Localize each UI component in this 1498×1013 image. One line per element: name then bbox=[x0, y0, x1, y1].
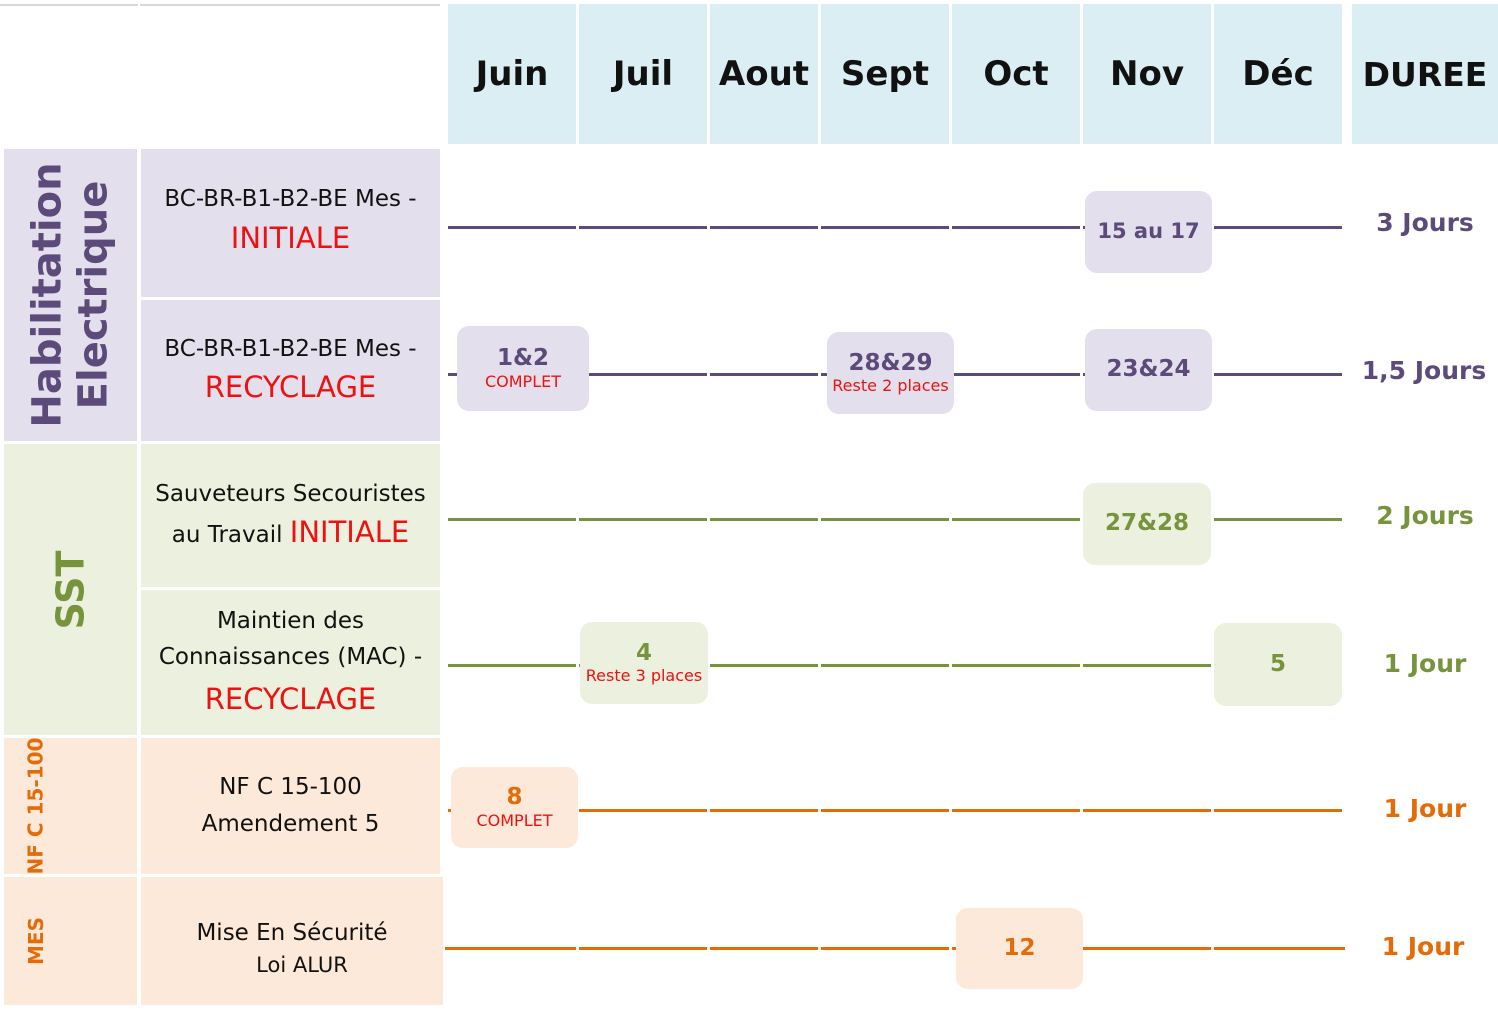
course-label-highlight: INITIALE bbox=[230, 220, 351, 255]
month-header-nov: Nov bbox=[1083, 4, 1211, 144]
session-box: 8 COMPLET bbox=[451, 767, 578, 848]
session-date: 5 bbox=[1269, 650, 1286, 677]
header-corner-left bbox=[0, 4, 138, 144]
session-note: COMPLET bbox=[476, 810, 553, 830]
session-date: 28&29 bbox=[848, 349, 933, 376]
month-header-juin: Juin bbox=[448, 4, 576, 144]
timeline-line bbox=[448, 518, 1342, 521]
category-label: SST bbox=[48, 550, 93, 629]
timeline-line bbox=[448, 226, 1342, 229]
duration-value: 2 Jours bbox=[1376, 500, 1474, 530]
course-label-line: BC-BR-B1-B2-BE Mes - bbox=[164, 335, 417, 362]
duration-header: DUREE bbox=[1352, 4, 1498, 144]
course-label-line: NF C 15-100 bbox=[219, 774, 362, 801]
course-label-line: Connaissances (MAC) - bbox=[158, 644, 423, 671]
header-corner-right bbox=[140, 4, 440, 144]
course-label-sst-initiale: Sauveteurs Secouristes au Travail INITIA… bbox=[141, 444, 440, 587]
session-box: 5 bbox=[1214, 623, 1342, 706]
course-label-nfc15100: NF C 15-100 Amendement 5 bbox=[141, 738, 440, 874]
session-box: 27&28 bbox=[1083, 483, 1211, 565]
session-box: 28&29 Reste 2 places bbox=[827, 332, 954, 414]
category-sst: SST bbox=[4, 444, 137, 735]
month-header-aout: Aout bbox=[710, 4, 818, 144]
session-date: 27&28 bbox=[1104, 510, 1190, 537]
course-label-line: Maintien des bbox=[216, 607, 365, 634]
course-label-mes: Mise En Sécurité Loi ALUR bbox=[141, 877, 443, 1005]
course-label-line: Amendement 5 bbox=[201, 811, 380, 837]
duration-value: 1 Jour bbox=[1381, 931, 1465, 961]
session-note: Reste 3 places bbox=[585, 666, 703, 686]
timeline-line bbox=[448, 664, 1342, 667]
column-separator bbox=[818, 144, 821, 1006]
column-separator bbox=[1211, 144, 1214, 1006]
column-separator bbox=[1080, 144, 1083, 1006]
timeline-line bbox=[448, 809, 1342, 812]
course-label-highlight: RECYCLAGE bbox=[204, 370, 377, 404]
session-date: 4 bbox=[635, 639, 652, 666]
timeline-line bbox=[445, 947, 1345, 950]
session-date: 1&2 bbox=[496, 345, 550, 372]
column-separator bbox=[576, 144, 579, 1006]
month-header-sept: Sept bbox=[821, 4, 949, 144]
course-label-sst-recyclage: Maintien des Connaissances (MAC) - RECYC… bbox=[141, 590, 440, 735]
duration-value: 1,5 Jours bbox=[1361, 355, 1487, 385]
category-habilitation-electrique: Habilitation Electrique bbox=[4, 149, 137, 441]
column-separator bbox=[707, 144, 710, 1006]
course-label-line: Mise En Sécurité bbox=[196, 920, 388, 947]
course-label-line: BC-BR-B1-B2-BE Mes - bbox=[164, 186, 417, 212]
duration-value: 1 Jour bbox=[1383, 793, 1467, 823]
session-box: 1&2 COMPLET bbox=[457, 326, 589, 411]
session-note: Reste 2 places bbox=[832, 376, 949, 396]
session-date: 8 bbox=[506, 784, 523, 811]
session-note: COMPLET bbox=[484, 371, 561, 391]
category-nfc15100: NF C 15-100 bbox=[4, 738, 137, 874]
month-header-juil: Juil bbox=[579, 4, 707, 144]
session-date: 23&24 bbox=[1106, 356, 1191, 383]
category-label: MES bbox=[23, 917, 48, 965]
category-label-line: Electrique bbox=[70, 180, 117, 410]
course-label-line: Sauveteurs Secouristes bbox=[155, 480, 426, 507]
course-label-habilitation-initiale: BC-BR-B1-B2-BE Mes - INITIALE bbox=[141, 149, 440, 297]
column-separator bbox=[949, 144, 952, 1006]
course-label-line: Loi ALUR bbox=[256, 953, 348, 978]
duration-value: 1 Jour bbox=[1383, 648, 1467, 678]
month-header-dec: Déc bbox=[1214, 4, 1342, 144]
category-label-line: Habilitation bbox=[24, 162, 71, 428]
category-mes: MES bbox=[4, 877, 137, 1005]
course-label-highlight: INITIALE bbox=[289, 515, 410, 549]
session-box: 15 au 17 bbox=[1085, 191, 1212, 273]
duration-value: 3 Jours bbox=[1376, 207, 1474, 237]
session-date: 15 au 17 bbox=[1097, 219, 1200, 244]
course-label-line: au Travail bbox=[171, 522, 283, 548]
session-box: 12 bbox=[956, 908, 1083, 989]
session-box: 23&24 bbox=[1085, 329, 1212, 411]
session-box: 4 Reste 3 places bbox=[580, 622, 708, 704]
category-label: NF C 15-100 bbox=[23, 737, 48, 875]
course-label-highlight: RECYCLAGE bbox=[204, 682, 377, 717]
session-date: 12 bbox=[1003, 934, 1036, 961]
course-label-habilitation-recyclage: BC-BR-B1-B2-BE Mes - RECYCLAGE bbox=[141, 300, 440, 441]
month-header-oct: Oct bbox=[952, 4, 1080, 144]
